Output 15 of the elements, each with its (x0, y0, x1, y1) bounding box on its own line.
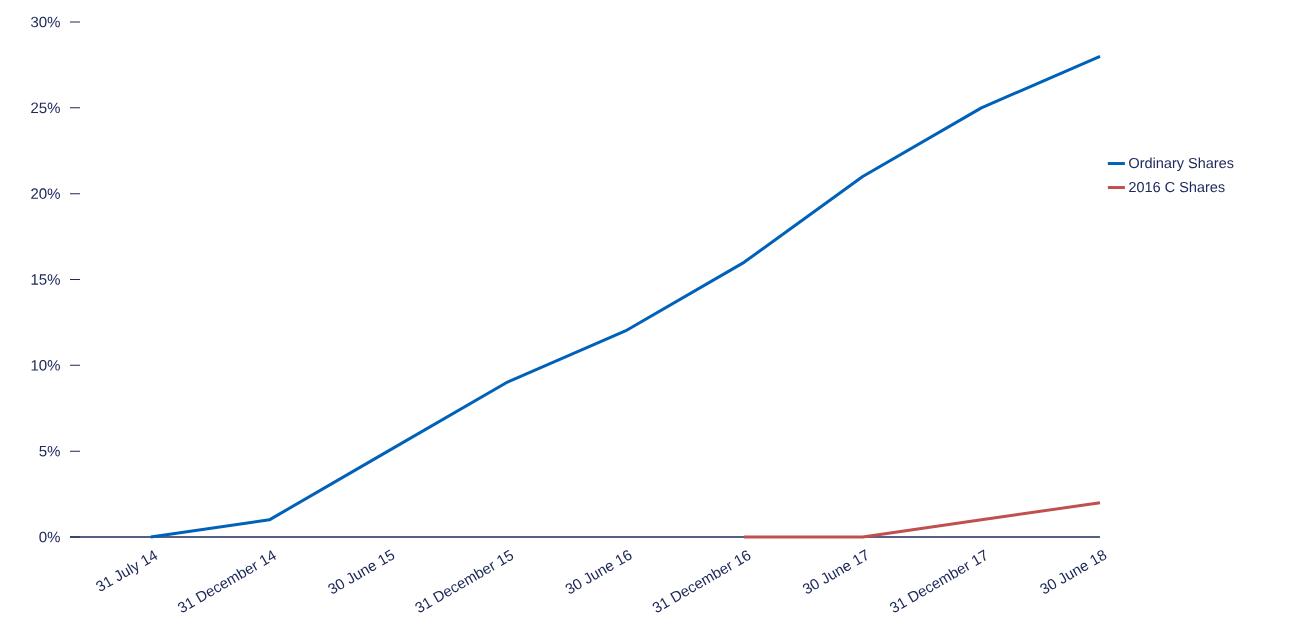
x-tick-label: 30 June 15 (328, 549, 395, 594)
y-tick-label: 20% (31, 188, 60, 199)
y-tick-label: 15% (31, 274, 60, 285)
y-tick-label: 10% (31, 360, 60, 371)
line-series (149, 54, 1102, 539)
legend-label: 2016 C Shares (1129, 181, 1225, 193)
y-tick-label: 0% (39, 531, 60, 543)
y-tick-label: 5% (39, 445, 60, 457)
x-tick-label: 30 June 16 (565, 550, 632, 594)
x-tick-label: 30 June 18 (1040, 550, 1107, 594)
x-tick-label: 30 June 17 (802, 549, 867, 594)
y-tick-label: 25% (31, 102, 60, 114)
x-tick-label: 31 July 14 (96, 550, 158, 592)
y-tick-label: 30% (31, 16, 60, 28)
legend-label: Ordinary Shares (1129, 157, 1234, 172)
